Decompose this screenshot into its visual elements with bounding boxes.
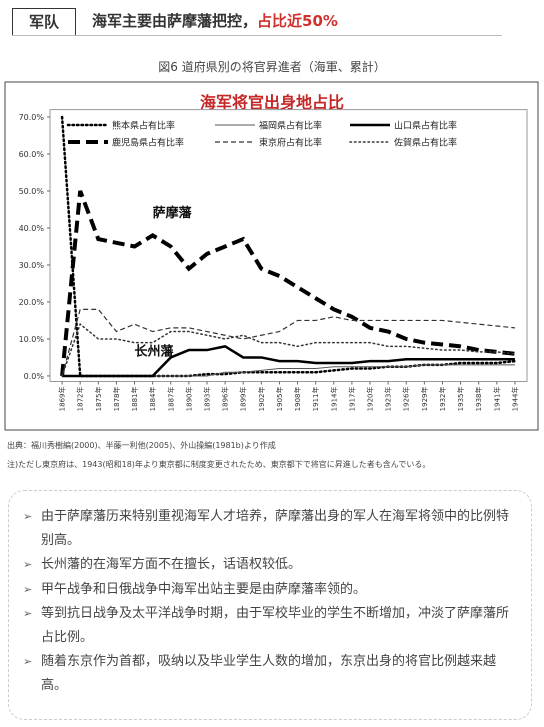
y-tick-label: 30.0%	[19, 261, 45, 270]
y-tick-label: 10.0%	[19, 335, 45, 344]
x-tick-label: 1890年	[184, 387, 193, 412]
x-tick-label: 1905年	[275, 387, 284, 412]
x-tick-label: 1920年	[366, 387, 375, 412]
x-tick-label: 1893年	[202, 387, 211, 412]
bullet: 等到抗日战争及太平洋战争时期，由于军校毕业的学生不断增加，冲淡了萨摩藩所占比例。	[23, 602, 517, 649]
source-line: 注)ただし東京府は、1943(昭和18)年より東京都に制度変更されたため、東京都…	[7, 460, 431, 469]
x-tick-label: 1911年	[311, 387, 320, 412]
x-tick-label: 1935年	[456, 387, 465, 412]
chart-frame	[4, 81, 539, 431]
x-tick-label: 1929年	[420, 387, 429, 412]
x-tick-label: 1887年	[166, 387, 175, 412]
headline-text: 海军主要由萨摩藩把控，	[92, 12, 258, 30]
x-tick-label: 1875年	[94, 387, 103, 412]
y-tick-label: 20.0%	[19, 298, 45, 307]
series-line	[60, 115, 517, 378]
x-tick-label: 1944年	[510, 387, 519, 412]
annotation: 萨摩藩	[153, 205, 193, 221]
y-tick-label: 0.0%	[24, 372, 45, 381]
plot-frame	[49, 109, 528, 382]
headline-highlight: 占比近50%	[257, 12, 338, 30]
legend-label: 熊本県占有比率	[112, 120, 175, 132]
headline: 海军主要由萨摩藩把控，占比近50%	[92, 9, 338, 33]
y-tick-label: 60.0%	[19, 150, 45, 159]
x-tick-label: 1914年	[329, 387, 338, 412]
legend-label: 山口県占有比率	[394, 120, 457, 132]
source-line: 出典：福川秀樹編(2000)、半藤一利他(2005)、外山操編(1981b)より…	[7, 441, 276, 450]
figure-caption: 図6 道府県別の将官昇進者（海軍、累計）	[158, 60, 386, 74]
bullet-box: 由于萨摩藩历来特别重视海军人才培养，萨摩藩出身的军人在海军将领中的比例特别高。长…	[8, 490, 532, 720]
series-line	[61, 322, 516, 377]
divider	[12, 35, 502, 36]
series-line	[60, 190, 516, 377]
x-tick-label: 1872年	[76, 387, 85, 412]
x-tick-label: 1878年	[112, 387, 121, 412]
legend-label: 福岡県占有比率	[259, 120, 322, 132]
x-tick-label: 1881年	[130, 387, 139, 412]
bullet-list: 由于萨摩藩历来特别重视海军人才培养，萨摩藩出身的军人在海军将领中的比例特别高。长…	[23, 505, 517, 697]
x-tick-label: 1899年	[239, 387, 248, 412]
x-tick-label: 1902年	[257, 387, 266, 412]
y-tick-label: 40.0%	[19, 224, 45, 233]
legend-label: 鹿児島県占有比率	[112, 137, 184, 149]
series-line	[61, 308, 515, 377]
chart-title: 海军将官出身地占比	[200, 93, 344, 112]
legend-label: 佐賀県占有比率	[394, 137, 457, 149]
x-tick-label: 1923年	[384, 387, 393, 412]
x-tick-label: 1941年	[492, 387, 501, 412]
x-tick-label: 1896年	[221, 387, 230, 412]
x-tick-label: 1884年	[148, 387, 157, 412]
bullet: 长州藩的在海军方面不在擅长，话语权较低。	[23, 553, 517, 577]
x-tick-label: 1932年	[438, 387, 447, 412]
bullet: 随着东京作为首都，吸纳以及毕业学生人数的增加，东京出身的将官比例越来越高。	[23, 650, 517, 697]
series-line	[62, 364, 515, 377]
chart: 海军将官出身地占比 0.0% 10.0% 20.0% 30.0% 40.0% 50.0% 6…	[4, 81, 539, 431]
bullet: 甲午战争和日俄战争中海军出站主要是由萨摩藩率领的。	[23, 578, 517, 602]
bullet: 由于萨摩藩历来特别重视海军人才培养，萨摩藩出身的军人在海军将领中的比例特别高。	[23, 505, 517, 552]
x-tick-label: 1917年	[347, 387, 356, 412]
y-tick-label: 70.0%	[19, 113, 45, 122]
x-tick-label: 1938年	[474, 387, 483, 412]
series-line	[62, 345, 515, 378]
annotation: 长州藩	[135, 344, 175, 360]
x-tick-label: 1908年	[293, 387, 302, 412]
y-tick-label: 50.0%	[19, 187, 45, 196]
x-tick-label: 1926年	[402, 387, 411, 412]
x-tick-label: 1869年	[58, 387, 67, 412]
legend-label: 東京府占有比率	[259, 137, 322, 149]
source-notes: 出典：福川秀樹編(2000)、半藤一利他(2005)、外山操編(1981b)より…	[7, 436, 430, 474]
